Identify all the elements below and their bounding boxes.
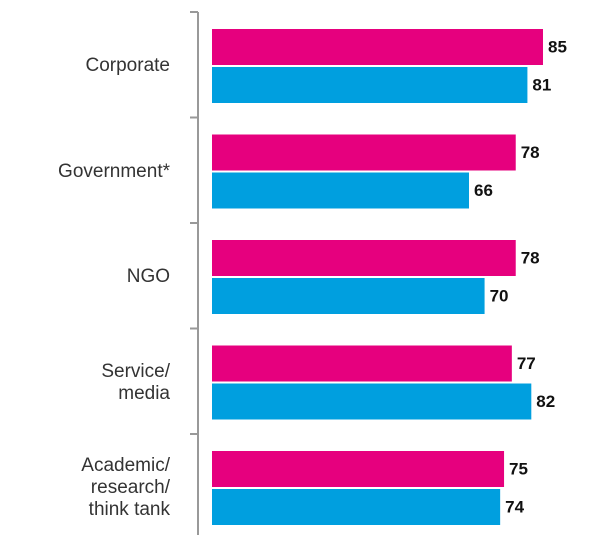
value-label: 70	[490, 286, 509, 305]
value-label: 75	[509, 459, 528, 478]
bar	[212, 451, 505, 487]
bar	[212, 383, 532, 420]
value-label: 78	[521, 143, 540, 162]
bar	[212, 278, 485, 314]
bar	[212, 29, 543, 65]
category-label: NGO	[126, 266, 170, 287]
bar	[212, 489, 501, 525]
value-label: 81	[532, 75, 551, 94]
bar	[212, 345, 512, 382]
bar	[212, 67, 528, 103]
category-label: Government*	[58, 160, 170, 182]
bar	[212, 240, 516, 276]
value-label: 82	[536, 392, 555, 411]
value-label: 74	[505, 497, 524, 516]
value-label: 66	[474, 181, 493, 200]
bar	[212, 172, 470, 209]
category-label: Academic/ research/ think tank	[81, 455, 170, 520]
category-label: Service/ media	[101, 360, 170, 404]
value-label: 85	[548, 37, 567, 56]
category-label: Corporate	[85, 55, 171, 76]
value-label: 77	[517, 354, 536, 373]
value-label: 78	[521, 248, 540, 267]
bar	[212, 134, 516, 171]
